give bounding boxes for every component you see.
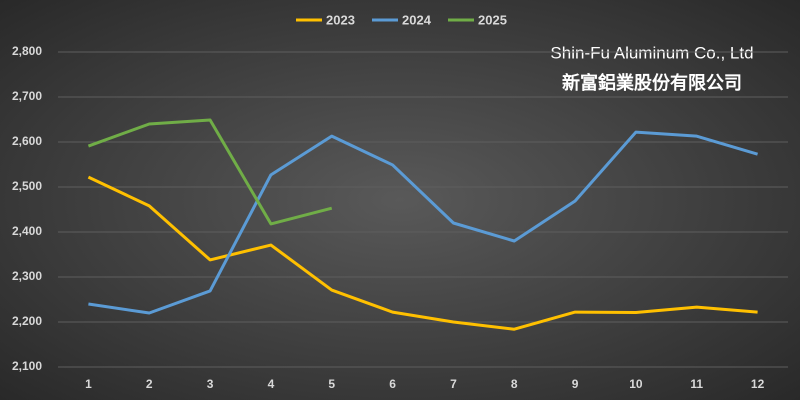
- y-tick-label: 2,600: [12, 134, 42, 148]
- y-tick-label: 2,800: [12, 44, 42, 58]
- series-line: [87, 175, 758, 331]
- y-tick-label: 2,700: [12, 89, 42, 103]
- annotation: 新富鋁業股份有限公司: [562, 72, 742, 93]
- annotation: Shin-Fu Aluminum Co., Ltd: [550, 43, 753, 62]
- legend-label: 2025: [478, 12, 507, 27]
- x-tick-label: 4: [268, 377, 275, 391]
- x-tick-label: 3: [207, 377, 214, 391]
- y-tick-label: 2,200: [12, 314, 42, 328]
- x-tick-label: 5: [328, 377, 335, 391]
- x-tick-label: 8: [511, 377, 518, 391]
- y-tick-label: 2,500: [12, 179, 42, 193]
- x-tick-label: 11: [690, 377, 703, 391]
- legend-label: 2024: [402, 12, 432, 27]
- x-tick-label: 6: [389, 377, 396, 391]
- series-line: [88, 130, 759, 315]
- y-tick-label: 2,400: [12, 224, 42, 238]
- x-tick-label: 2: [146, 377, 153, 391]
- series-line: [87, 118, 333, 226]
- y-tick-label: 2,100: [12, 359, 42, 373]
- legend-label: 2023: [326, 12, 355, 27]
- x-tick-label: 1: [85, 377, 92, 391]
- x-tick-label: 10: [629, 377, 643, 391]
- x-tick-label: 9: [572, 377, 579, 391]
- x-tick-label: 7: [450, 377, 457, 391]
- x-tick-label: 12: [751, 377, 765, 391]
- y-tick-label: 2,300: [12, 269, 42, 283]
